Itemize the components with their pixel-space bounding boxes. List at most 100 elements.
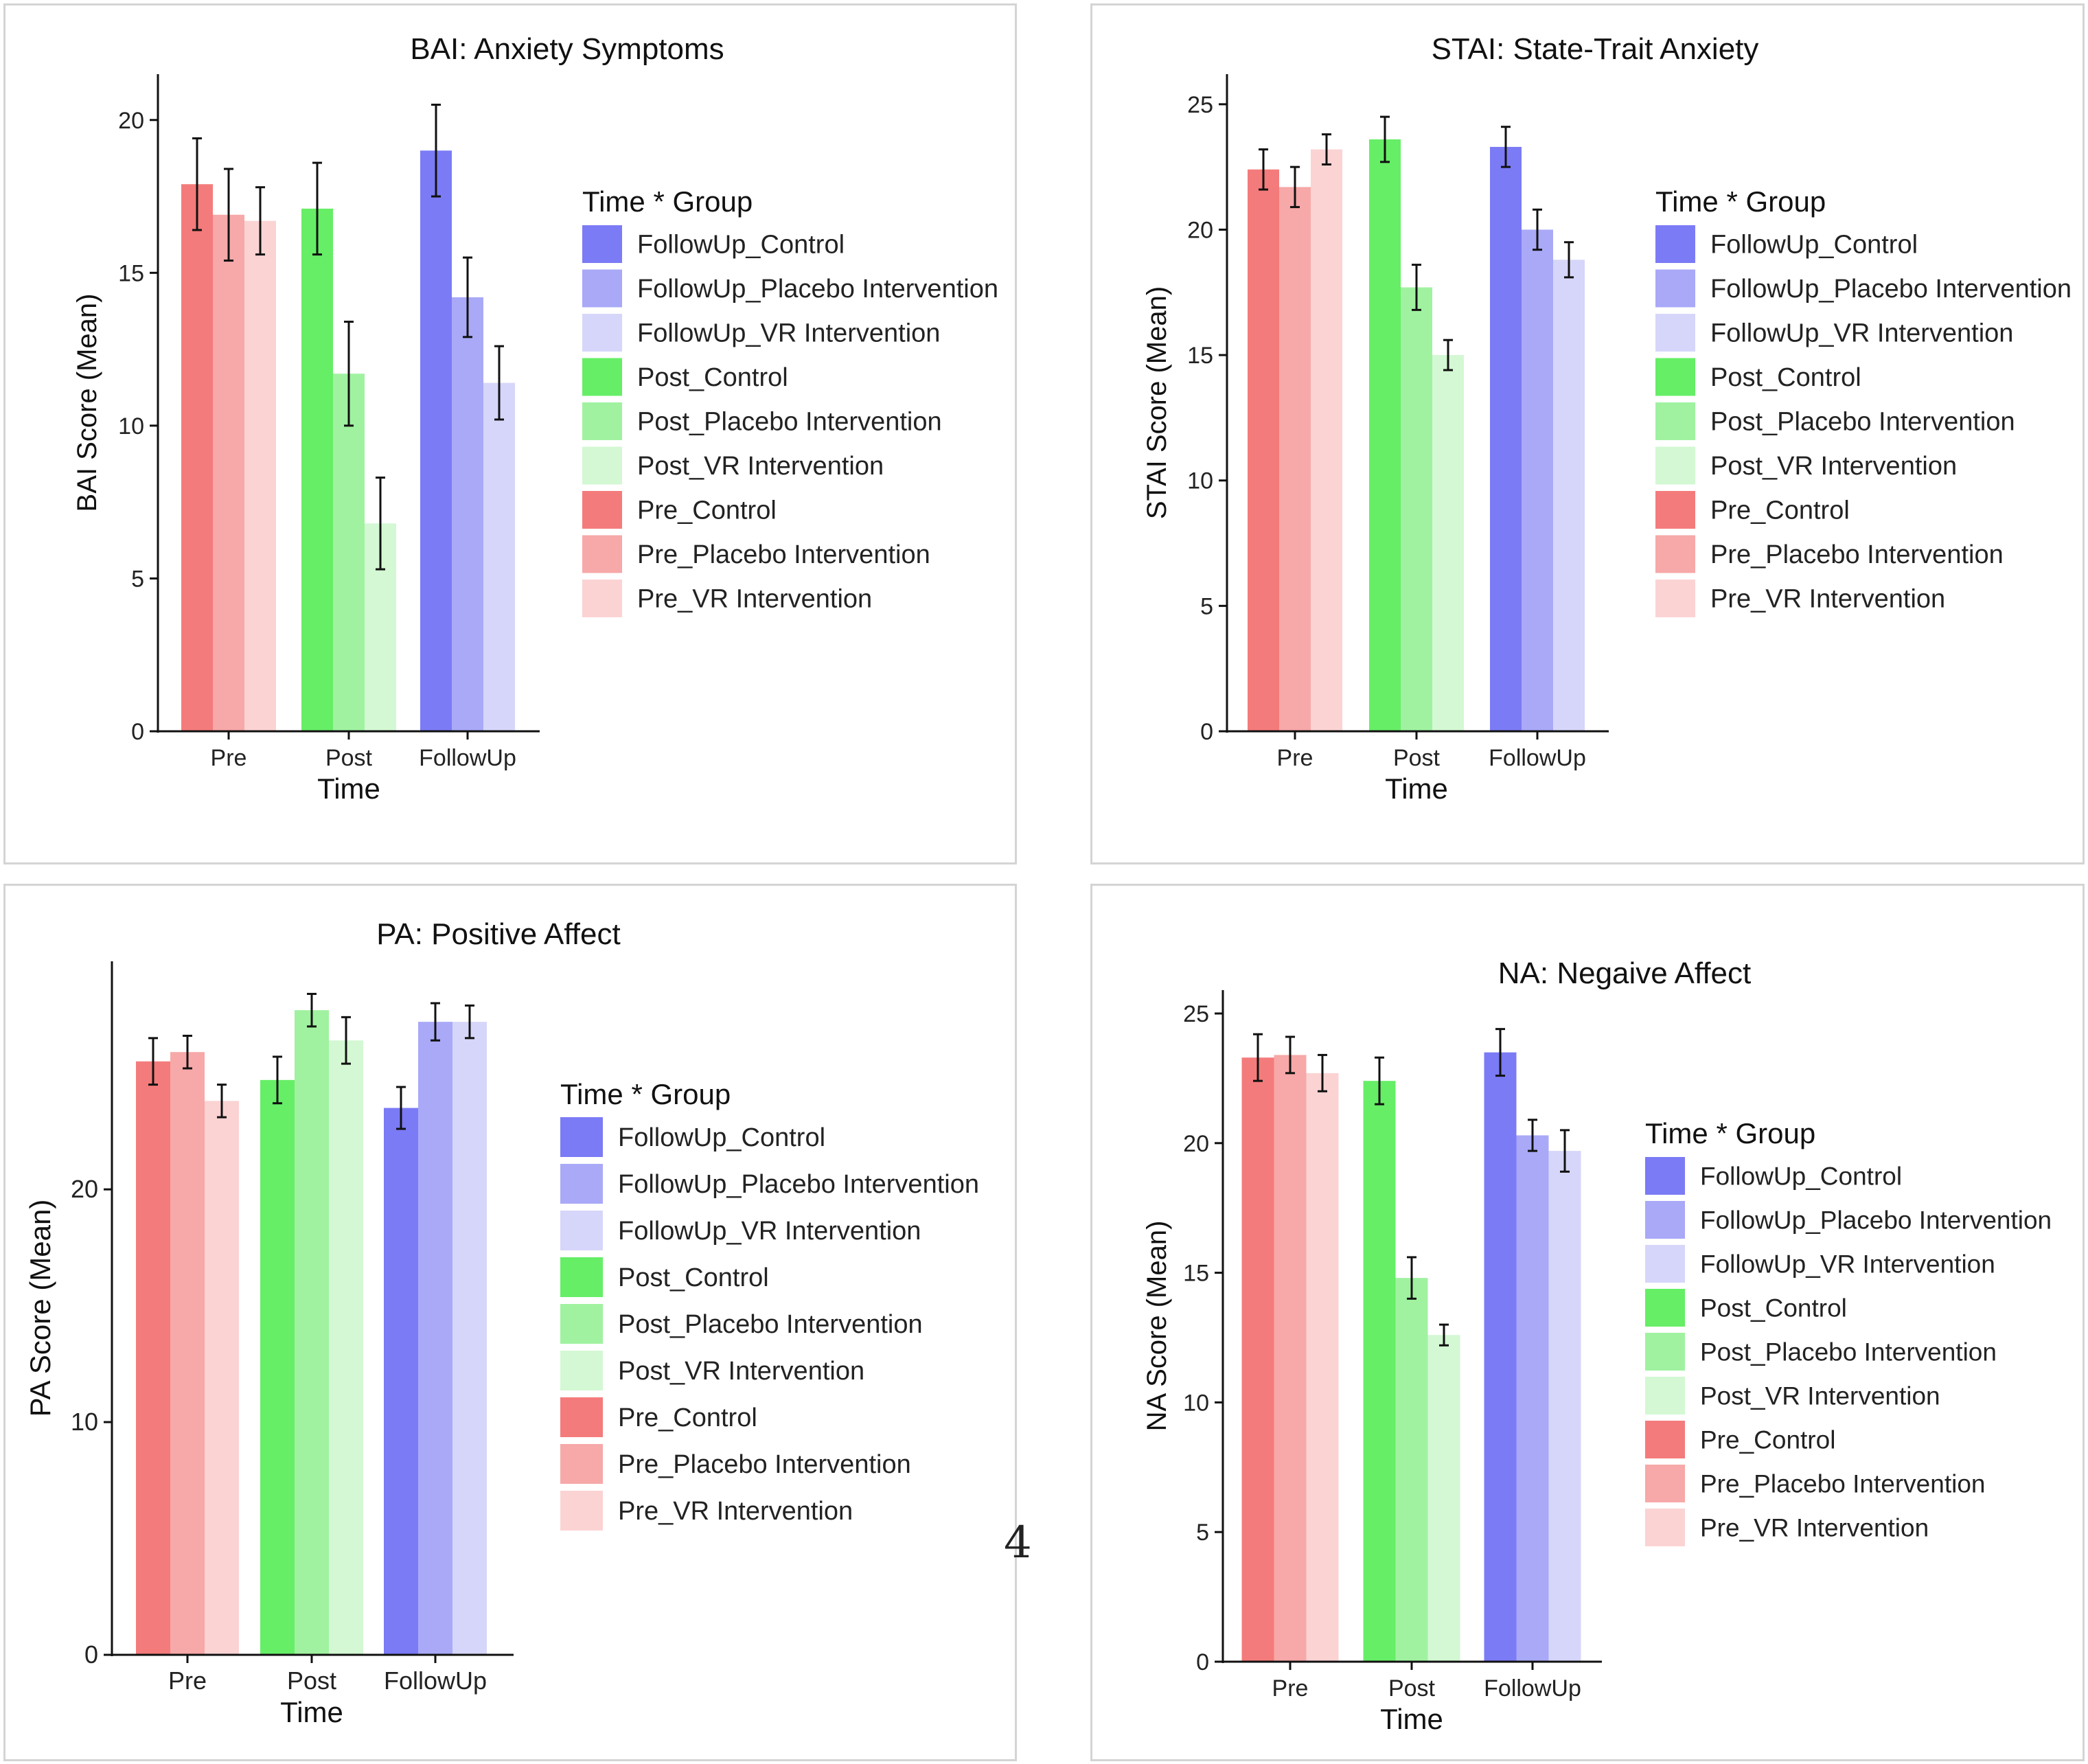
legend-label: Post_Placebo Intervention xyxy=(1710,408,2015,437)
y-tick-label: 15 xyxy=(118,260,144,286)
legend-swatch xyxy=(1655,269,1695,308)
panel-na: NA: Negaive Affect NA Score (Mean) 0 5 10 15 2… xyxy=(1090,884,2085,1761)
legend-label: Post_VR Intervention xyxy=(1700,1382,1940,1410)
x-tick-label: Pre xyxy=(168,1666,207,1695)
legend-swatch xyxy=(1645,1421,1685,1458)
chart-title: PA: Positive Affect xyxy=(376,917,620,951)
bar xyxy=(1274,1055,1307,1662)
legend-swatch xyxy=(1645,1157,1685,1195)
chart-na: NA: Negaive Affect NA Score (Mean) 0 5 10 15 2… xyxy=(1142,957,2052,1735)
bar xyxy=(333,374,365,731)
legend-label: Pre_VR Intervention xyxy=(1710,585,1945,614)
bar xyxy=(1369,139,1401,731)
chart-stai: STAI: State-Trait Anxiety STAI Score (Mea… xyxy=(1142,32,2072,805)
bar xyxy=(452,1022,487,1655)
legend-swatch xyxy=(1655,358,1695,396)
chart-title: BAI: Anxiety Symptoms xyxy=(410,32,724,66)
y-tick-label: 15 xyxy=(1183,1261,1209,1287)
x-tick-label: FollowUp xyxy=(384,1666,487,1695)
legend-label: Post_Placebo Intervention xyxy=(1700,1338,1997,1366)
legend-label: FollowUp_Placebo Intervention xyxy=(618,1170,979,1199)
legend-swatch xyxy=(1645,1289,1685,1327)
page-number: 4 xyxy=(1004,1517,1032,1568)
y-tick-label: 0 xyxy=(84,1640,98,1669)
chart-pa: PA: Positive Affect PA Score (Mean) 0 10 20 P… xyxy=(24,917,979,1728)
bar xyxy=(301,208,333,731)
legend-label: FollowUp_VR Intervention xyxy=(1710,319,2013,348)
legend-swatch xyxy=(1645,1377,1685,1414)
legend-swatch xyxy=(582,535,622,573)
bar xyxy=(205,1101,239,1655)
legend-swatch xyxy=(1645,1333,1685,1371)
x-tick-label: FollowUp xyxy=(1489,745,1586,771)
legend-swatch xyxy=(1655,446,1695,485)
legend-swatch xyxy=(560,1257,603,1297)
y-tick-label: 5 xyxy=(1196,1520,1209,1546)
legend-label: FollowUp_Placebo Intervention xyxy=(1700,1206,2052,1235)
bar xyxy=(136,1061,170,1655)
legend-label: FollowUp_Control xyxy=(1710,231,1918,260)
bar xyxy=(1279,187,1311,731)
legend-label: Pre_Control xyxy=(637,496,777,525)
legend-label: Pre_Placebo Intervention xyxy=(637,540,930,569)
y-tick-label: 10 xyxy=(118,413,144,439)
legend-label: FollowUp_VR Intervention xyxy=(618,1217,921,1246)
legend-label: Post_Placebo Intervention xyxy=(637,408,942,437)
y-tick-label: 10 xyxy=(1187,468,1213,494)
panel-bai: BAI: Anxiety Symptoms BAI Score (Mean) 0 5 1… xyxy=(3,3,1017,864)
legend-swatch xyxy=(1655,225,1695,263)
x-tick-label: Post xyxy=(1388,1675,1436,1702)
bar xyxy=(420,150,452,732)
legend-swatch xyxy=(1655,314,1695,352)
y-axis-title: STAI Score (Mean) xyxy=(1142,286,1172,519)
legend-label: Post_Control xyxy=(1710,363,1861,392)
bar xyxy=(181,184,213,732)
legend-swatch xyxy=(1645,1465,1685,1502)
legend-label: Post_VR Intervention xyxy=(618,1357,864,1386)
bar xyxy=(1401,287,1432,731)
legend-swatch xyxy=(582,314,622,352)
bar xyxy=(1432,355,1464,731)
legend-label: Pre_Control xyxy=(1710,496,1850,525)
legend-label: Pre_Control xyxy=(1700,1426,1835,1454)
bar xyxy=(1548,1151,1581,1662)
legend-title: Time * Group xyxy=(582,185,753,218)
legend-label: Post_Control xyxy=(637,363,788,392)
bar xyxy=(1395,1278,1428,1662)
y-tick-label: 20 xyxy=(118,108,144,134)
bar xyxy=(1427,1335,1460,1662)
legend-swatch xyxy=(560,1164,603,1204)
legend-label: FollowUp_Control xyxy=(1700,1162,1902,1191)
legend-swatch xyxy=(560,1351,603,1390)
x-tick-label: FollowUp xyxy=(419,745,516,771)
bar xyxy=(1306,1073,1339,1662)
legend-label: FollowUp_Placebo Intervention xyxy=(1710,275,2072,303)
legend-label: Post_VR Intervention xyxy=(637,452,884,481)
legend-label: FollowUp_Control xyxy=(637,231,845,260)
bar xyxy=(1522,229,1553,731)
legend-swatch xyxy=(1645,1509,1685,1546)
legend-swatch xyxy=(1655,491,1695,529)
legend-swatch xyxy=(1645,1245,1685,1283)
legend-label: Post_Control xyxy=(618,1263,769,1292)
bar xyxy=(1490,146,1522,731)
y-tick-label: 10 xyxy=(71,1408,98,1436)
legend-label: Pre_VR Intervention xyxy=(618,1497,853,1526)
x-tick-label: Pre xyxy=(1272,1675,1309,1702)
y-tick-label: 20 xyxy=(71,1175,98,1203)
bar xyxy=(244,220,276,731)
legend-swatch xyxy=(582,225,622,263)
legend-label: Post_Control xyxy=(1700,1294,1847,1322)
legend-label: FollowUp_Placebo Intervention xyxy=(637,275,998,303)
legend-title: Time * Group xyxy=(1655,185,1826,218)
legend-label: FollowUp_VR Intervention xyxy=(1700,1250,1995,1279)
bar xyxy=(1516,1135,1549,1662)
x-tick-label: FollowUp xyxy=(1484,1675,1581,1702)
bar xyxy=(1484,1052,1517,1662)
bar xyxy=(170,1052,205,1655)
bar xyxy=(452,297,483,731)
x-tick-label: Pre xyxy=(211,745,247,771)
bar xyxy=(384,1108,418,1655)
bar xyxy=(418,1022,452,1655)
legend-label: FollowUp_VR Intervention xyxy=(637,319,940,348)
